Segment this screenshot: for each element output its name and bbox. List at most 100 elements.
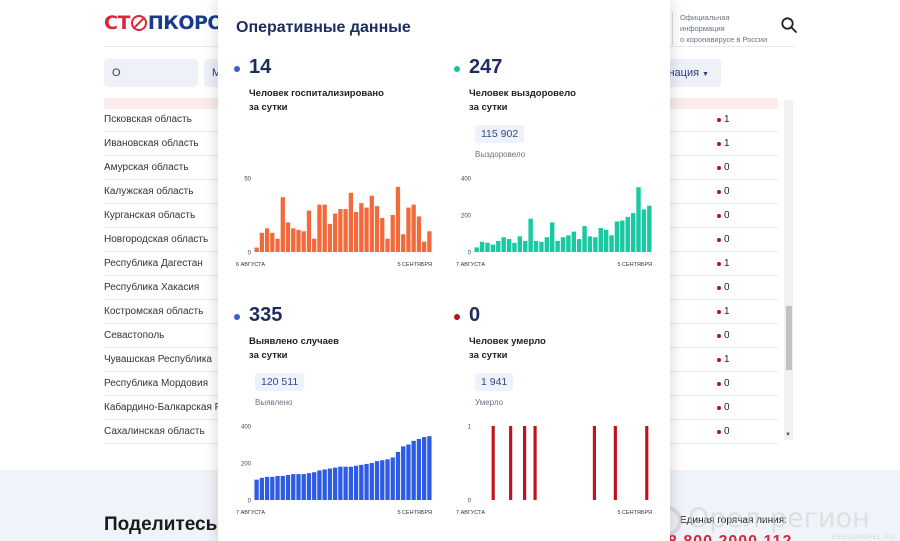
nav-item-2-label: М [212, 67, 222, 79]
card-description: Человек госпитализировано за сутки [249, 87, 399, 115]
chart-bar [571, 231, 576, 252]
chart-bar [254, 479, 259, 500]
region-name: Республика Хакасия [104, 282, 200, 293]
card-description-line1: Человек госпитализировано [249, 88, 384, 99]
chart-bar [523, 240, 528, 252]
chart-bar [364, 207, 369, 252]
status-dot-icon [717, 190, 721, 194]
region-name: Чувашская Республика [104, 354, 212, 365]
chart-bar [592, 426, 596, 500]
nav-about[interactable]: О коронавирусе▼ [104, 59, 198, 107]
hotline-number[interactable]: 8 800 2000 112 [668, 533, 792, 541]
chart-bar [406, 444, 411, 500]
chart-bar [422, 241, 427, 252]
status-dot-icon [717, 334, 721, 338]
status-dot-icon [717, 286, 721, 290]
chart-bar [390, 457, 395, 500]
chart-bar [620, 220, 625, 252]
region-value: 1 [724, 258, 730, 269]
card-recovered: 247 Человек выздоровело за сутки 115 902… [454, 56, 664, 296]
chart-bar [501, 237, 506, 252]
chart-bar [560, 237, 566, 252]
region-name: Сахалинская область [104, 426, 205, 437]
y-tick-label: 400 [241, 425, 252, 431]
region-value: 0 [724, 186, 730, 197]
operational-data-popup: Оперативные данные 14 Человек госпитализ… [218, 0, 670, 541]
status-dot-icon [717, 358, 721, 362]
chart-bar [259, 477, 264, 500]
site-info: Официальная информация о коронавирусе в … [672, 12, 772, 45]
share-title: Поделитесь [104, 514, 218, 535]
chart-bar [395, 451, 401, 500]
chart-bar [613, 426, 617, 500]
chart-bar [380, 217, 385, 252]
chart-bar [359, 203, 364, 252]
chart-bar [598, 227, 603, 252]
y-tick-label: 0 [248, 499, 252, 505]
table-scrollbar-thumb[interactable] [786, 306, 792, 370]
region-name: Костромская область [104, 306, 204, 317]
watermark-subtext: REGIONOREL.RU [832, 535, 896, 541]
chart-bar [364, 463, 369, 500]
y-tick-label: 200 [461, 214, 472, 220]
chart-bar [390, 215, 395, 252]
chart-bar [270, 476, 275, 500]
card-number: 14 [249, 56, 272, 78]
chart-bar [333, 213, 338, 252]
chart-bar [427, 231, 432, 252]
card-total: 120 511 [255, 373, 305, 391]
region-value: 1 [724, 114, 730, 125]
chart-bar [280, 197, 285, 252]
chart-bar [491, 426, 495, 500]
region-name: Калужская область [104, 186, 194, 197]
chart-bar [327, 223, 333, 252]
card-description-line2: за сутки [469, 102, 508, 113]
card-total-label: Выздоровело [475, 150, 526, 159]
chart-bar [301, 474, 306, 500]
chart-bar [416, 438, 422, 500]
card-hospitalized: 14 Человек госпитализировано за сутки 0 5… [234, 56, 444, 296]
card-deaths: 0 Человек умерло за сутки 1 941 Умерло 0… [454, 304, 664, 541]
x-start-label: 7 АВГУСТА [456, 262, 485, 268]
region-value: 0 [724, 426, 730, 437]
chart-bar [301, 231, 306, 252]
chart-bar [411, 440, 416, 500]
scroll-down-arrow-icon[interactable]: ▼ [785, 432, 791, 438]
region-name: Севастополь [104, 330, 165, 341]
chart-bar [641, 209, 647, 252]
card-description-line2: за сутки [249, 350, 288, 361]
card-detected: 335 Выявлено случаев за сутки 120 511 Вы… [234, 304, 444, 541]
chart-bar [374, 461, 380, 500]
chart-bar [291, 228, 296, 252]
chart-bar [523, 426, 527, 500]
chart-bar [533, 426, 537, 500]
region-value: 1 [724, 138, 730, 149]
hotline-label: Единая горячая линия: [680, 515, 787, 526]
chart-bar [539, 241, 544, 252]
x-end-label: 5 СЕНТЯБРЯ [397, 510, 432, 516]
search-icon[interactable] [780, 16, 798, 34]
chart-bar [359, 464, 364, 500]
x-end-label: 5 СЕНТЯБРЯ [397, 262, 432, 268]
region-name: Амурская область [104, 162, 189, 173]
status-dot-icon [717, 238, 721, 242]
chart-bar [593, 237, 598, 252]
chart-bar [411, 204, 416, 252]
chart-bar [343, 466, 348, 500]
y-tick-label: 200 [241, 462, 252, 468]
region-value: 0 [724, 378, 730, 389]
chart-bar [275, 475, 280, 500]
status-dot-icon [717, 166, 721, 170]
chart-bar [306, 210, 312, 252]
chart-bar [509, 426, 513, 500]
status-dot-icon [717, 262, 721, 266]
chart-bar [427, 436, 432, 500]
chart-bar [533, 240, 539, 252]
chart-bar [317, 470, 322, 500]
chart-bar [566, 235, 571, 252]
card-total-label: Выявлено [255, 398, 293, 407]
table-scrollbar[interactable] [784, 100, 793, 440]
region-value: 0 [724, 234, 730, 245]
y-tick-label: 0 [468, 251, 472, 257]
chart-bar [264, 228, 270, 252]
